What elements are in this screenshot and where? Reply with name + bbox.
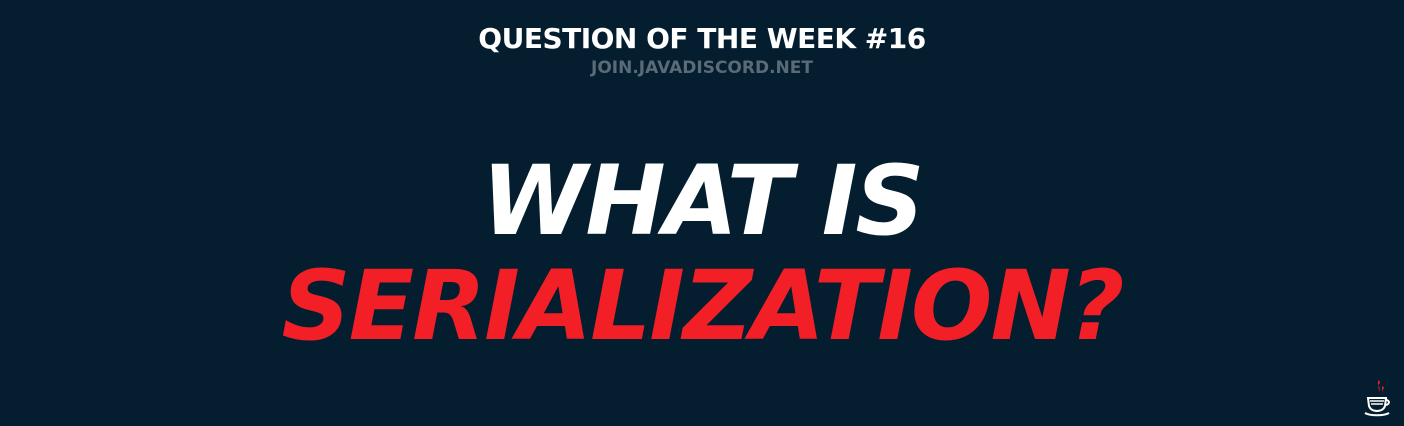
header-title: QUESTION OF THE WEEK #16 (478, 22, 926, 55)
header-subtitle-link: JOIN.JAVADISCORD.NET (591, 58, 813, 78)
headline-question-topic: SERIALIZATION? (281, 250, 1124, 362)
java-coffee-cup-icon (1364, 380, 1390, 417)
headline-question-prefix: WHAT IS (481, 145, 924, 257)
